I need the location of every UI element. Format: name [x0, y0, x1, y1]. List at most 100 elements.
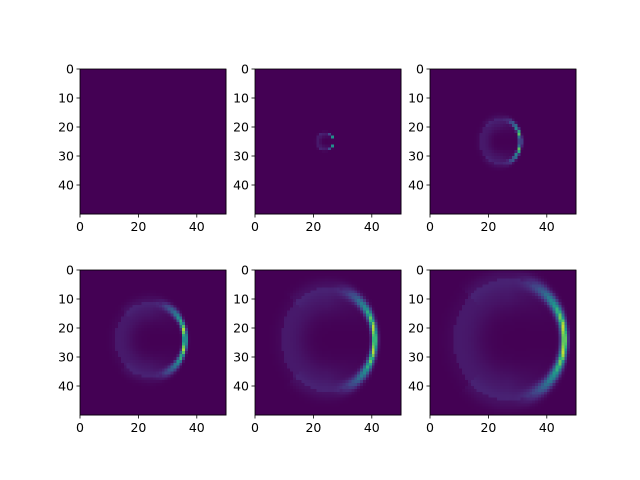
- heatmap-cell: [193, 115, 198, 119]
- heatmap-cell: [316, 98, 320, 102]
- heatmap-cell: [255, 185, 259, 189]
- heatmap-cell: [363, 202, 367, 206]
- heatmap-cell: [307, 167, 311, 171]
- heatmap-cell: [368, 205, 373, 209]
- heatmap-cell: [85, 118, 90, 122]
- heatmap-cell: [182, 173, 186, 177]
- heatmap-cell: [322, 205, 326, 209]
- heatmap-cell: [100, 106, 104, 110]
- heatmap-cell: [188, 74, 192, 79]
- heatmap-cell: [345, 190, 349, 195]
- heatmap-cell: [333, 103, 338, 108]
- heatmap-cell: [255, 98, 259, 102]
- heatmap-cell: [298, 199, 303, 203]
- heatmap-cell: [357, 89, 361, 93]
- heatmap-cell: [333, 176, 338, 180]
- heatmap-cell: [196, 80, 201, 84]
- heatmap-cell: [307, 170, 311, 174]
- heatmap-cell: [120, 80, 125, 84]
- heatmap-cell: [144, 112, 148, 116]
- heatmap-cell: [319, 196, 323, 200]
- heatmap-cell: [220, 124, 224, 128]
- heatmap-cell: [214, 161, 218, 166]
- heatmap-cell: [182, 164, 186, 168]
- heatmap-cell: [190, 141, 195, 145]
- heatmap-cell: [188, 118, 192, 122]
- heatmap-cell: [354, 74, 358, 79]
- heatmap-cell: [368, 132, 373, 137]
- heatmap-cell: [120, 71, 125, 76]
- heatmap-cell: [368, 202, 373, 206]
- heatmap-cell: [325, 77, 329, 81]
- heatmap-cell: [301, 179, 305, 183]
- heatmap-cell: [106, 147, 110, 151]
- heatmap-cell: [398, 144, 402, 148]
- heatmap-cell: [190, 86, 195, 90]
- heatmap-cell: [360, 127, 364, 131]
- heatmap-cell: [202, 141, 206, 145]
- heatmap-cell: [141, 69, 145, 73]
- heatmap-cell: [380, 182, 384, 186]
- heatmap-cell: [205, 176, 209, 180]
- heatmap-cell: [220, 135, 224, 139]
- heatmap-cell: [217, 208, 221, 212]
- heatmap-cell: [336, 124, 341, 128]
- heatmap-cell: [179, 98, 183, 102]
- heatmap-cell: [392, 98, 396, 102]
- heatmap-cell: [266, 92, 270, 96]
- heatmap-cell: [383, 129, 387, 134]
- heatmap-cell: [82, 74, 87, 79]
- heatmap-cell: [301, 71, 305, 76]
- heatmap-cell: [354, 144, 358, 148]
- heatmap-cell: [138, 129, 142, 134]
- heatmap-cell: [144, 182, 148, 186]
- heatmap-cell: [164, 196, 168, 200]
- heatmap-cell: [88, 69, 93, 73]
- heatmap-cell: [322, 182, 326, 186]
- heatmap-cell: [147, 167, 151, 171]
- heatmap-cell: [132, 205, 136, 209]
- heatmap-cell: [91, 182, 95, 186]
- heatmap-cell: [319, 161, 323, 166]
- heatmap-cell: [266, 74, 270, 79]
- heatmap-cell: [176, 106, 180, 110]
- heatmap-cell: [135, 86, 139, 90]
- heatmap-cell: [199, 208, 203, 212]
- heatmap-cell: [88, 80, 93, 84]
- heatmap-cell: [380, 92, 384, 96]
- heatmap-cell: [389, 100, 393, 105]
- heatmap-cell: [354, 86, 358, 90]
- heatmap-cell: [357, 121, 361, 125]
- heatmap-cell: [202, 187, 206, 192]
- heatmap-cell: [161, 182, 166, 186]
- heatmap-cell: [255, 100, 259, 105]
- heatmap-cell: [322, 196, 326, 200]
- heatmap-cell: [214, 153, 218, 157]
- heatmap-cell: [377, 141, 381, 145]
- heatmap-cell: [126, 100, 130, 105]
- heatmap-cell: [185, 167, 189, 171]
- heatmap-cell: [292, 98, 297, 102]
- heatmap-cell: [82, 173, 87, 177]
- heatmap-cell: [284, 95, 288, 99]
- heatmap-cell: [342, 132, 346, 137]
- heatmap-cell: [155, 153, 160, 157]
- heatmap-cell: [97, 187, 101, 192]
- heatmap-cell: [342, 80, 346, 84]
- heatmap-cell: [132, 153, 136, 157]
- heatmap-cell: [103, 193, 107, 197]
- heatmap-cell: [257, 92, 262, 96]
- heatmap-cell: [103, 138, 107, 142]
- heatmap-cell: [365, 118, 370, 122]
- heatmap-cell: [199, 129, 203, 134]
- heatmap-cell: [392, 103, 396, 108]
- heatmap-cell: [182, 147, 186, 151]
- heatmap-cell: [129, 112, 133, 116]
- heatmap-cell: [374, 112, 378, 116]
- heatmap-cell: [144, 167, 148, 171]
- heatmap-cell: [100, 185, 104, 189]
- heatmap-cell: [161, 132, 166, 137]
- heatmap-cell: [214, 147, 218, 151]
- heatmap-cell: [336, 179, 341, 183]
- heatmap-cell: [117, 202, 122, 206]
